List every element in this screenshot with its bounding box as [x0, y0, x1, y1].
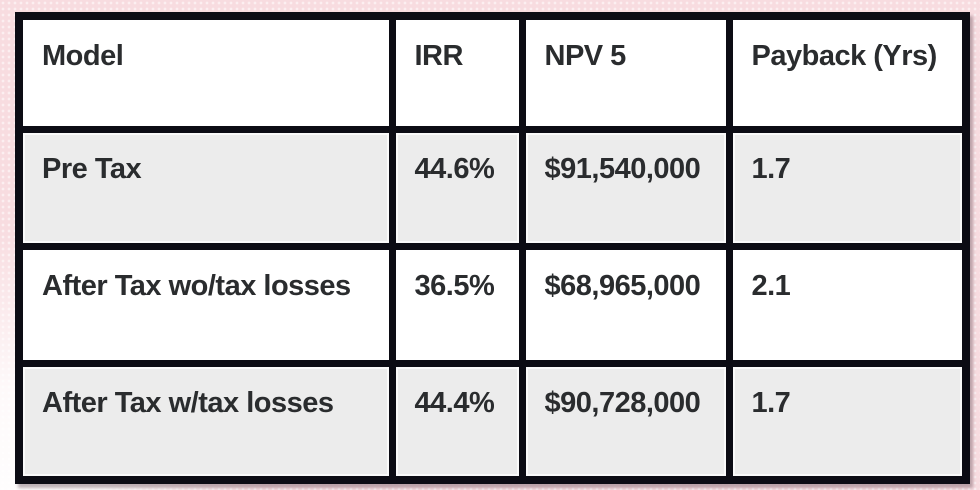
financial-metrics-table: Model IRR NPV 5 Payback (Yrs) Pre Tax 44…: [15, 12, 970, 484]
table-container: Model IRR NPV 5 Payback (Yrs) Pre Tax 44…: [15, 12, 970, 484]
table-header-row: Model IRR NPV 5 Payback (Yrs): [15, 12, 970, 133]
cell-model: Pre Tax: [15, 125, 396, 250]
cell-npv5: $90,728,000: [518, 359, 733, 484]
cell-payback: 2.1: [725, 242, 970, 367]
cell-npv5: $91,540,000: [518, 125, 733, 250]
table-row-pre-tax: Pre Tax 44.6% $91,540,000 1.7: [15, 125, 970, 250]
cell-payback: 1.7: [725, 125, 970, 250]
table-row-after-tax-w-losses: After Tax w/tax losses 44.4% $90,728,000…: [15, 359, 970, 484]
cell-irr: 44.6%: [388, 125, 526, 250]
cell-irr: 36.5%: [388, 242, 526, 367]
cell-npv5: $68,965,000: [518, 242, 733, 367]
column-header-npv5: NPV 5: [518, 12, 733, 133]
column-header-irr: IRR: [388, 12, 526, 133]
cell-model: After Tax wo/tax losses: [15, 242, 396, 367]
cell-payback: 1.7: [725, 359, 970, 484]
cell-model: After Tax w/tax losses: [15, 359, 396, 484]
column-header-payback: Payback (Yrs): [725, 12, 970, 133]
table-row-after-tax-wo-losses: After Tax wo/tax losses 36.5% $68,965,00…: [15, 242, 970, 367]
column-header-model: Model: [15, 12, 396, 133]
cell-irr: 44.4%: [388, 359, 526, 484]
